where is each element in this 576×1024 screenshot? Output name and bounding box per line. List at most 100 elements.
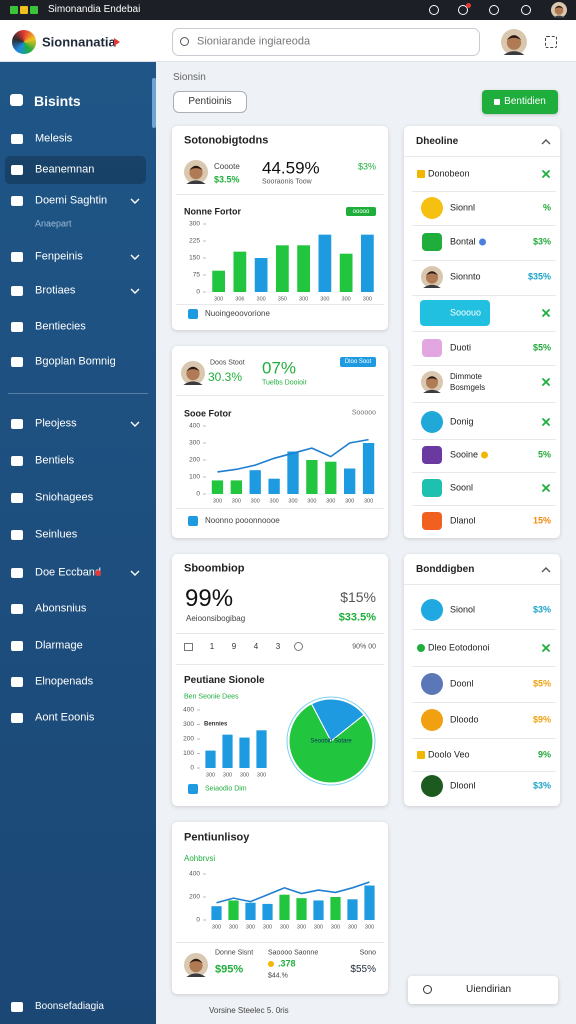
status-action[interactable] xyxy=(521,5,531,15)
nav-item[interactable] xyxy=(5,125,146,153)
x-tick-label: 300 xyxy=(288,498,297,504)
sidebar-section: Bisints xyxy=(34,93,81,109)
row-icon xyxy=(417,644,425,652)
bar xyxy=(256,730,267,768)
avatar-face xyxy=(506,35,522,50)
bar xyxy=(339,253,353,292)
status-action[interactable] xyxy=(429,5,439,15)
status-avatar xyxy=(551,2,567,18)
toolbar-item[interactable]: 1 xyxy=(209,642,215,651)
status-icon xyxy=(30,6,38,14)
nav-icon xyxy=(11,252,23,262)
row-dot xyxy=(478,238,486,246)
nav-icon xyxy=(11,677,23,687)
y-tick-label: 0 xyxy=(190,765,194,772)
big-value: 99% xyxy=(185,585,234,612)
search-box[interactable] xyxy=(172,28,480,56)
divider xyxy=(412,770,556,772)
list-card xyxy=(404,126,560,538)
toolbar-icon[interactable] xyxy=(294,642,303,651)
check-shape xyxy=(542,418,550,426)
bar xyxy=(279,894,290,920)
toolbar-item[interactable]: 4 xyxy=(253,642,259,651)
pie-slice xyxy=(310,698,365,742)
chevron-shape xyxy=(130,421,140,427)
x-tick-label: 300 xyxy=(297,924,306,930)
nav-label: Brotiaes xyxy=(35,284,76,297)
chevron xyxy=(130,570,140,576)
search-placeholder: Sioniarande ingiareoda xyxy=(197,35,311,48)
nav-item[interactable] xyxy=(5,277,146,305)
list-title: Dheoline xyxy=(416,136,459,147)
bar xyxy=(239,737,250,768)
avatar-hair xyxy=(554,5,564,9)
list-row[interactable] xyxy=(412,408,556,436)
header-action[interactable] xyxy=(545,36,557,48)
side-value: $15% xyxy=(340,589,376,605)
chevron-shape xyxy=(130,198,140,204)
avatar-body xyxy=(186,973,206,977)
list-row[interactable] xyxy=(412,194,556,222)
status-action[interactable] xyxy=(489,5,499,15)
x-tick-label: 300 xyxy=(345,498,354,504)
y-tick-label: 200 xyxy=(189,894,200,901)
nav-icon xyxy=(11,568,23,578)
person-change: $3.5% xyxy=(214,174,240,185)
nav-label: Beanemnan xyxy=(35,163,95,176)
toolbar-icon[interactable] xyxy=(184,643,193,651)
nav-item[interactable] xyxy=(5,156,146,184)
status-icon xyxy=(20,6,28,14)
row-label: Sooouo xyxy=(450,307,482,318)
card-subtitle: Aohbrvsi xyxy=(184,854,216,863)
row-value: $5% xyxy=(532,342,551,353)
avatar-face xyxy=(425,271,439,284)
avatar-hair xyxy=(506,35,522,41)
x-tick-label: 306 xyxy=(235,296,244,302)
bar xyxy=(211,906,222,920)
toolbar-item[interactable]: 3 xyxy=(275,642,281,651)
stat-value: $95% xyxy=(215,963,244,976)
avatar-hair xyxy=(189,165,203,171)
nav-item[interactable] xyxy=(5,447,146,475)
person-label: Doos Stoot xyxy=(210,359,245,367)
status-icon xyxy=(10,6,18,14)
side-change: $33.5% xyxy=(338,611,376,624)
status-action[interactable] xyxy=(458,5,468,15)
nav-icon xyxy=(11,165,23,175)
bar xyxy=(347,899,358,920)
chevron xyxy=(130,198,140,204)
bar xyxy=(362,443,375,494)
row-label: Dloonl xyxy=(450,780,476,791)
caption: Aeioonsibogibag xyxy=(186,614,246,623)
row-label: Soonl xyxy=(450,482,474,493)
list-row[interactable] xyxy=(412,474,556,502)
bar xyxy=(276,245,289,292)
avatar-hair xyxy=(425,376,439,381)
x-tick-label: 300 xyxy=(342,296,351,302)
bar xyxy=(297,245,310,292)
tab-button[interactable] xyxy=(173,91,247,113)
trend-line xyxy=(216,881,370,904)
chevron-shape xyxy=(541,567,551,573)
x-tick-label: 300 xyxy=(232,498,241,504)
sidebar xyxy=(0,62,156,1024)
nav-label: Doemi Saghtin xyxy=(35,194,108,207)
sidebar-footer: Boonsefadiagia xyxy=(35,1001,104,1012)
avatar-hair xyxy=(425,271,439,276)
chevron-shape xyxy=(130,288,140,294)
stat-note: $44.% xyxy=(268,972,288,980)
divider xyxy=(412,295,556,296)
bar xyxy=(364,885,375,920)
nav-icon xyxy=(11,286,23,296)
app-menu-caret xyxy=(114,38,120,46)
x-tick-label: 300 xyxy=(299,296,308,302)
row-value: 9% xyxy=(537,749,551,760)
row-label: Donobeon xyxy=(428,168,470,179)
bar xyxy=(230,480,242,494)
badge-label: Dloo Soot xyxy=(344,359,372,365)
x-tick-label: 300 xyxy=(365,924,374,930)
bottom-search[interactable] xyxy=(408,976,558,1004)
row-label: Dloodo xyxy=(450,714,479,725)
toolbar-item[interactable]: 9 xyxy=(231,642,237,651)
